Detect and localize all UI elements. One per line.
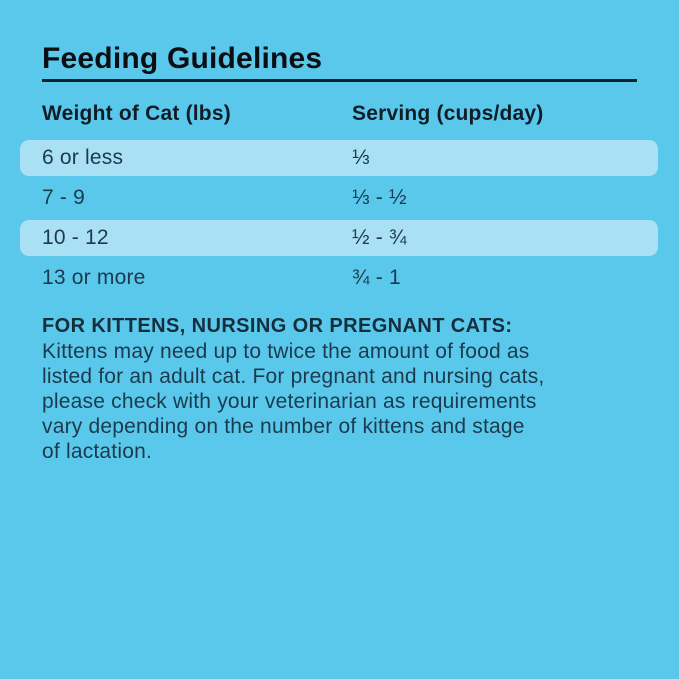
column-header-weight: Weight of Cat (lbs): [42, 102, 231, 125]
feeding-table: Weight of Cat (lbs) Serving (cups/day) 6…: [20, 102, 658, 296]
serving-cell: ⅓ - ½: [352, 186, 407, 209]
note-body: Kittens may need up to twice the amount …: [42, 339, 637, 464]
column-header-serving: Serving (cups/day): [352, 102, 544, 125]
weight-cell: 13 or more: [42, 266, 146, 289]
table-row: 7 - 9 ⅓ - ½: [20, 180, 658, 216]
table-body: 6 or less ⅓ 7 - 9 ⅓ - ½ 10 - 12 ½ - ¾ 13 or mo…: [20, 140, 658, 296]
page-title: Feeding Guidelines: [42, 42, 323, 75]
title-divider: [42, 79, 637, 82]
note-line: of lactation.: [42, 440, 152, 463]
table-row: 13 or more ¾ - 1: [20, 260, 658, 296]
note-line: Kittens may need up to twice the amount …: [42, 340, 530, 363]
serving-cell: ½ - ¾: [352, 226, 407, 249]
table-row: 10 - 12 ½ - ¾: [20, 220, 658, 256]
table-header-row: Weight of Cat (lbs) Serving (cups/day): [42, 102, 637, 126]
note-line: listed for an adult cat. For pregnant an…: [42, 365, 545, 388]
serving-cell: ¾ - 1: [352, 266, 401, 289]
weight-cell: 10 - 12: [42, 226, 109, 249]
kitten-note-section: FOR KITTENS, NURSING OR PREGNANT CATS: K…: [42, 314, 637, 464]
weight-cell: 7 - 9: [42, 186, 86, 209]
table-row: 6 or less ⅓: [20, 140, 658, 176]
note-heading: FOR KITTENS, NURSING OR PREGNANT CATS:: [42, 315, 513, 337]
note-line: vary depending on the number of kittens …: [42, 415, 525, 438]
weight-cell: 6 or less: [42, 146, 124, 169]
serving-cell: ⅓: [352, 146, 370, 169]
note-line: please check with your veterinarian as r…: [42, 390, 537, 413]
